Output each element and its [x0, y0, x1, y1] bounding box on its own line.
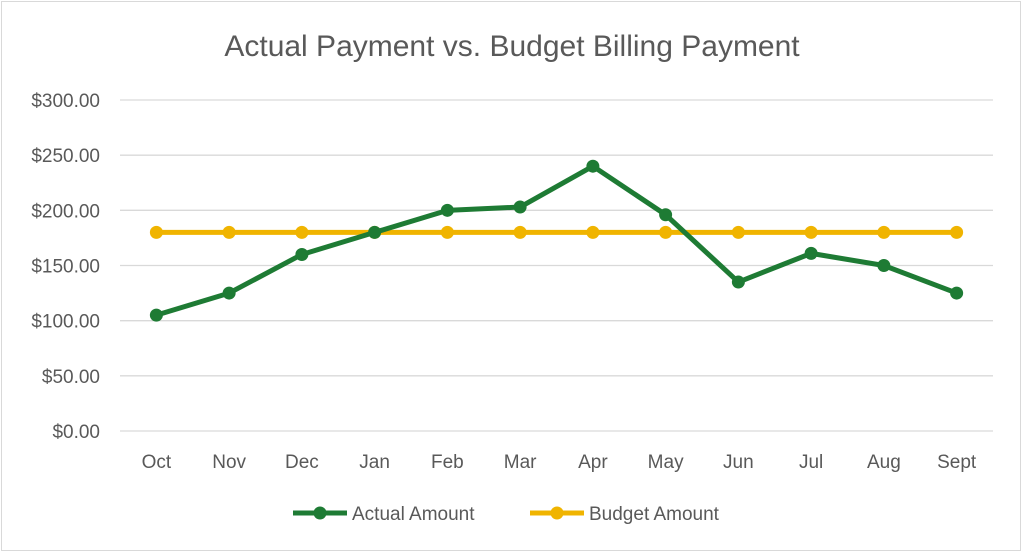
legend-label: Actual Amount	[352, 504, 475, 525]
y-tick-label: $150.00	[31, 257, 100, 278]
x-tick-label: Sept	[937, 452, 977, 473]
legend-label: Budget Amount	[589, 504, 720, 525]
series-line	[155, 163, 958, 318]
data-point	[222, 225, 236, 239]
data-point	[659, 225, 673, 239]
data-point	[950, 286, 964, 300]
x-tick-label: Apr	[578, 452, 608, 473]
legend-item: Actual Amount	[293, 504, 475, 525]
x-tick-label: Aug	[867, 452, 901, 473]
data-point	[368, 225, 382, 239]
data-point	[513, 200, 527, 214]
series-actual-amount	[149, 159, 964, 322]
data-point	[804, 225, 818, 239]
y-tick-label: $100.00	[31, 312, 100, 333]
data-point	[222, 286, 236, 300]
data-point	[149, 308, 163, 322]
data-point	[295, 247, 309, 261]
y-tick-label: $300.00	[31, 91, 100, 112]
data-point	[877, 225, 891, 239]
y-tick-label: $50.00	[42, 367, 100, 388]
x-tick-label: Jun	[723, 452, 754, 473]
data-point	[513, 225, 527, 239]
data-point	[877, 259, 891, 272]
legend-marker	[550, 506, 564, 520]
x-tick-label: May	[648, 452, 684, 473]
y-tick-label: $200.00	[31, 201, 100, 222]
x-tick-label: Jan	[359, 452, 390, 473]
data-point	[149, 225, 163, 239]
x-tick-label: Nov	[212, 452, 246, 473]
chart-title: Actual Payment vs. Budget Billing Paymen…	[224, 30, 800, 63]
data-point	[731, 225, 745, 239]
y-tick-label: $250.00	[31, 146, 100, 167]
data-point	[731, 275, 745, 289]
legend-marker	[313, 506, 327, 520]
x-tick-label: Jul	[799, 452, 823, 473]
series-budget-amount	[149, 225, 964, 239]
y-tick-label: $0.00	[52, 422, 100, 443]
data-point	[804, 246, 818, 260]
legend-item: Budget Amount	[530, 504, 720, 525]
x-tick-label: Oct	[142, 452, 172, 473]
x-tick-label: Mar	[504, 452, 537, 473]
data-point	[440, 203, 454, 217]
data-point	[659, 208, 673, 222]
data-point	[950, 225, 964, 239]
data-point	[586, 159, 600, 173]
data-point	[440, 225, 454, 239]
data-point	[295, 225, 309, 239]
data-point	[586, 225, 600, 239]
x-tick-label: Dec	[285, 452, 319, 473]
x-tick-label: Feb	[431, 452, 464, 473]
